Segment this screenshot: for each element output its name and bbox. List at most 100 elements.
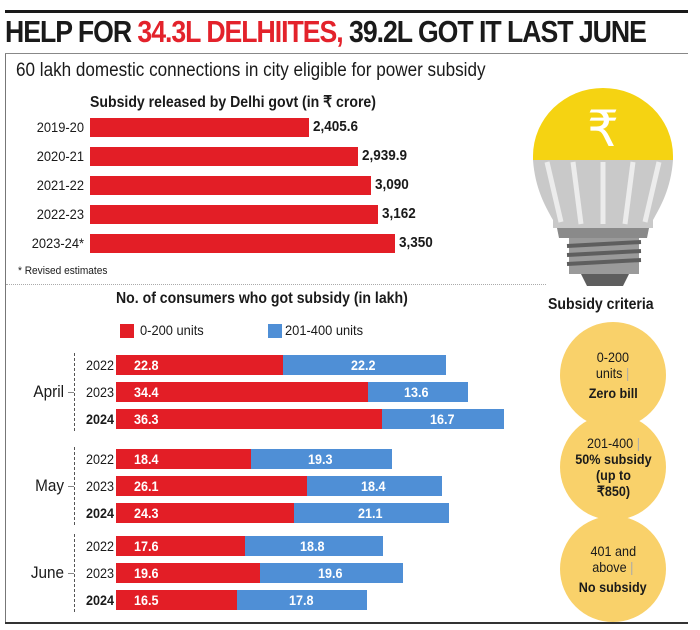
bulb-collar [557, 228, 649, 238]
category-label: 2021-22 [36, 177, 84, 193]
legend-swatch-201-400 [268, 324, 282, 338]
bar-segment-0-200: 26.1 [116, 476, 308, 496]
bar [90, 234, 395, 253]
bar-segment-201-400: 18.8 [245, 536, 383, 556]
bar-segment-0-200: 17.6 [116, 536, 245, 556]
criteria-text-bold: ₹850) [596, 483, 630, 499]
year-label: 2022 [85, 357, 114, 373]
bar-segment-0-200: 34.4 [116, 382, 369, 402]
value-label: 34.4 [134, 384, 159, 400]
value-label: 21.1 [357, 505, 383, 521]
group-bracket [74, 353, 79, 431]
bar-segment-0-200: 16.5 [116, 590, 237, 610]
headline-highlight: 34.3L DELHIITES, [137, 14, 343, 49]
subtitle: 60 lakh domestic connections in city eli… [16, 60, 486, 81]
criteria-text-bold: (up to [595, 467, 631, 483]
value-label: 2,405.6 [313, 118, 359, 135]
value-label: 24.3 [134, 505, 159, 521]
category-label: 2020-21 [36, 148, 84, 164]
criteria-text: above | [592, 559, 634, 575]
bar [90, 118, 310, 137]
bar-segment-201-400: 22.2 [283, 355, 446, 375]
group-bracket [74, 534, 79, 612]
criteria-circle: 0-200 units | Zero bill [560, 322, 666, 428]
footnote: * Revised estimates [18, 265, 108, 277]
criteria-text: units | [596, 365, 630, 381]
year-label: 2024 [85, 411, 114, 427]
headline: HELP FOR 34.3L DELHIITES, 39.2L GOT IT L… [5, 14, 647, 50]
category-label: 2023-24* [31, 235, 85, 251]
month-label: April [33, 382, 64, 401]
category-label: 2019-20 [36, 119, 84, 135]
value-label: 18.4 [361, 478, 386, 494]
criteria-text-bold: No subsidy [579, 579, 647, 595]
criteria-text: 201-400 | [586, 435, 640, 451]
chart1-title: Subsidy released by Delhi govt (in ₹ cro… [90, 94, 376, 111]
category-label: 2022-23 [36, 206, 84, 222]
bar-segment-201-400: 19.6 [259, 563, 404, 583]
value-label: 18.4 [134, 451, 159, 467]
criteria-text: 0-200 [596, 349, 630, 365]
bar-segment-201-400: 21.1 [294, 503, 449, 523]
criteria-text-bold: 50% subsidy [574, 451, 652, 467]
headline-part2: 39.2L GOT IT LAST JUNE [342, 14, 647, 49]
year-label: 2024 [85, 505, 114, 521]
legend-label-201-400: 201-400 units [285, 322, 364, 338]
bar-segment-0-200: 18.4 [116, 449, 251, 469]
value-label: 17.6 [134, 538, 159, 554]
bar [90, 176, 372, 195]
bar-segment-201-400: 18.4 [307, 476, 443, 496]
year-label: 2023 [85, 384, 114, 400]
year-label: 2024 [85, 592, 114, 608]
criteria-text-bold: Zero bill [588, 385, 638, 401]
bar-segment-0-200: 19.6 [116, 563, 260, 583]
value-label: 22.8 [134, 357, 159, 373]
bulb-tip [581, 274, 629, 286]
criteria-title: Subsidy criteria [548, 296, 654, 313]
value-label: 19.6 [134, 565, 159, 581]
legend-label-0-200: 0-200 units [140, 322, 204, 338]
value-label: 13.6 [404, 384, 429, 400]
rupee-symbol: ₹ [587, 100, 619, 158]
group-bracket-tick [68, 392, 74, 393]
month-label: June [30, 563, 64, 582]
group-bracket-tick [68, 573, 74, 574]
criteria-circle: 401 and above | No subsidy [560, 516, 666, 622]
bar [90, 205, 378, 224]
year-label: 2022 [85, 538, 114, 554]
bulb-threads [566, 240, 642, 266]
value-label: 19.3 [307, 451, 333, 467]
legend-swatch-0-200 [120, 324, 134, 338]
value-label: 22.2 [350, 357, 376, 373]
value-label: 16.7 [429, 411, 455, 427]
year-label: 2023 [85, 478, 114, 494]
divider [6, 284, 546, 285]
value-label: 3,090 [375, 176, 410, 193]
bar-segment-201-400: 13.6 [368, 382, 468, 402]
bar-segment-201-400: 19.3 [250, 449, 393, 469]
year-label: 2022 [85, 451, 114, 467]
chart2-title: No. of consumers who got subsidy (in lak… [116, 290, 408, 307]
bar [90, 147, 358, 166]
bar-segment-201-400: 16.7 [382, 409, 505, 429]
bar-segment-0-200: 24.3 [116, 503, 295, 523]
frame-border [5, 622, 688, 624]
bulb-glass-top [533, 88, 673, 160]
bulb-ribs [544, 161, 662, 225]
year-label: 2023 [85, 565, 114, 581]
value-label: 19.6 [317, 565, 343, 581]
divider [5, 53, 688, 54]
value-label: 17.8 [288, 592, 314, 608]
bar-segment-201-400: 17.8 [236, 590, 368, 610]
top-rule [5, 10, 688, 13]
value-label: 3,162 [381, 205, 416, 222]
group-bracket [74, 447, 79, 525]
value-label: 18.8 [300, 538, 325, 554]
bar-segment-0-200: 36.3 [116, 409, 383, 429]
group-bracket-tick [68, 486, 74, 487]
value-label: 16.5 [134, 592, 159, 608]
frame-border [5, 54, 6, 623]
bar-segment-0-200: 22.8 [116, 355, 284, 375]
headline-part1: HELP FOR [5, 14, 138, 49]
value-label: 36.3 [134, 411, 159, 427]
